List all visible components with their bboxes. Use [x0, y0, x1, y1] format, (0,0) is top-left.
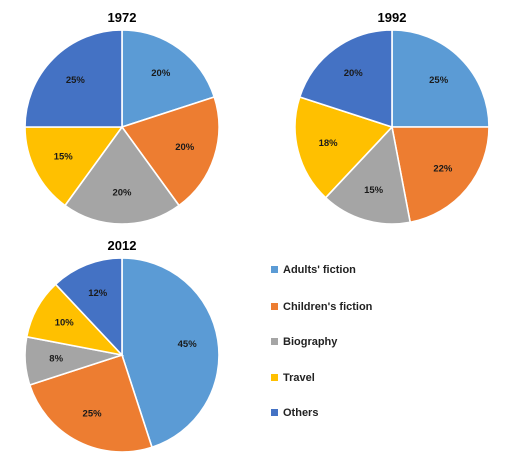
pie-slice-children-s-fiction: [391, 126, 490, 224]
pie-slice-others: [298, 29, 393, 129]
pie-slice-biography: [324, 125, 412, 225]
pie-data-label-children-s-fiction: 22%: [433, 164, 453, 175]
legend-label-others: Others: [283, 407, 318, 419]
pie-data-label-others: 12%: [88, 288, 108, 299]
legend-label-adults-fiction: Adults' fiction: [283, 264, 356, 276]
pie-slice-travel: [24, 126, 124, 207]
legend-label-biography: Biography: [283, 336, 338, 348]
pie-title-1972: 1972: [108, 10, 137, 25]
pie-data-label-adults-fiction: 45%: [178, 339, 198, 350]
pie-data-label-travel: 10%: [55, 318, 75, 329]
legend-swatch-childrens-fiction: [271, 303, 278, 310]
pie-chart-1992: 25% 22% 15% 18% 20%: [294, 29, 490, 225]
pie-data-label-biography: 8%: [49, 354, 63, 365]
pie-data-label-adults-fiction: 20%: [151, 68, 171, 79]
chart-legend: Adults' fiction Children's fiction Biogr…: [271, 264, 373, 419]
pie-data-label-biography: 20%: [112, 187, 132, 198]
pie-slice-biography: [63, 125, 181, 225]
pie-slice-children-s-fiction: [28, 353, 153, 453]
pie-data-label-biography: 15%: [364, 185, 384, 196]
pie-data-label-travel: 15%: [54, 151, 74, 162]
legend-label-travel: Travel: [283, 372, 315, 384]
pie-slice-others: [54, 257, 123, 358]
pie-data-label-children-s-fiction: 20%: [175, 142, 195, 153]
pie-data-label-travel: 18%: [319, 138, 339, 149]
pie-chart-1972: 20% 20% 20% 15% 25%: [24, 29, 220, 225]
pie-data-label-adults-fiction: 25%: [429, 75, 449, 86]
legend-swatch-others: [271, 409, 278, 416]
legend-label-childrens-fiction: Children's fiction: [283, 301, 373, 313]
pie-slice-others: [24, 29, 123, 128]
legend-swatch-adults-fiction: [271, 266, 278, 273]
pie-data-label-others: 25%: [66, 75, 86, 86]
legend-swatch-travel: [271, 374, 278, 381]
pie-data-label-children-s-fiction: 25%: [83, 408, 103, 419]
pie-title-2012: 2012: [108, 238, 137, 253]
pie-title-1992: 1992: [378, 10, 407, 25]
pie-slice-travel: [294, 96, 394, 199]
pie-slice-children-s-fiction: [120, 96, 220, 207]
pie-slice-adults-fiction: [391, 29, 490, 128]
pie-chart-2012: 45% 25% 8% 10% 12%: [24, 257, 220, 453]
legend-swatch-biography: [271, 338, 278, 345]
pie-slice-adults-fiction: [121, 29, 216, 129]
pie-data-label-others: 20%: [344, 68, 364, 79]
pie-slice-adults-fiction: [121, 257, 220, 449]
